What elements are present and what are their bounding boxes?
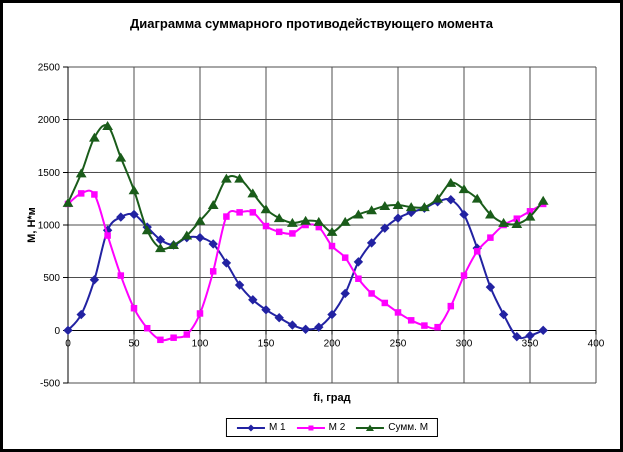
legend-marker-square-icon bbox=[296, 425, 325, 430]
series-сумм-м-markers bbox=[62, 121, 549, 253]
svg-text:500: 500 bbox=[43, 273, 60, 284]
svg-text:1500: 1500 bbox=[38, 168, 61, 179]
legend-marker-triangle-icon bbox=[356, 424, 385, 431]
legend-marker-diamond-icon bbox=[236, 424, 265, 431]
svg-text:250: 250 bbox=[390, 338, 407, 349]
y-axis-title: М, Н*м bbox=[26, 207, 38, 243]
x-tick-labels: 0 50 100 150 200 250 300 350 400 bbox=[65, 338, 605, 349]
y-tick-labels: -500 0 500 1000 1500 2000 2500 bbox=[38, 63, 61, 390]
svg-text:300: 300 bbox=[456, 338, 473, 349]
svg-text:350: 350 bbox=[522, 338, 539, 349]
legend-item-label: М 2 bbox=[328, 422, 346, 433]
svg-text:0: 0 bbox=[54, 326, 60, 337]
legend-item-м-1: М 1 bbox=[236, 422, 286, 433]
x-axis-title: fi, град bbox=[313, 392, 351, 404]
svg-text:100: 100 bbox=[192, 338, 209, 349]
legend-item-сумм-м: Сумм. М bbox=[355, 422, 428, 433]
legend-item-м-2: М 2 bbox=[296, 422, 346, 433]
legend-item-label: Сумм. М bbox=[388, 422, 429, 433]
legend: М 1 М 2 Сумм. М bbox=[225, 418, 439, 437]
chart-title: Диаграмма суммарного противодействующего… bbox=[129, 16, 494, 31]
plot-area: 0 50 100 150 200 250 300 350 400 -500 0 500 1000 1500… bbox=[38, 63, 605, 390]
svg-text:2500: 2500 bbox=[38, 63, 61, 74]
svg-text:-500: -500 bbox=[40, 379, 60, 390]
svg-text:200: 200 bbox=[324, 338, 341, 349]
svg-text:2000: 2000 bbox=[38, 115, 61, 126]
svg-text:1000: 1000 bbox=[38, 221, 61, 232]
svg-text:150: 150 bbox=[258, 338, 275, 349]
legend-item-label: М 1 bbox=[268, 422, 286, 433]
svg-text:0: 0 bbox=[65, 338, 71, 349]
svg-text:400: 400 bbox=[588, 338, 605, 349]
svg-text:50: 50 bbox=[128, 338, 140, 349]
series-сумм-м bbox=[62, 121, 549, 253]
